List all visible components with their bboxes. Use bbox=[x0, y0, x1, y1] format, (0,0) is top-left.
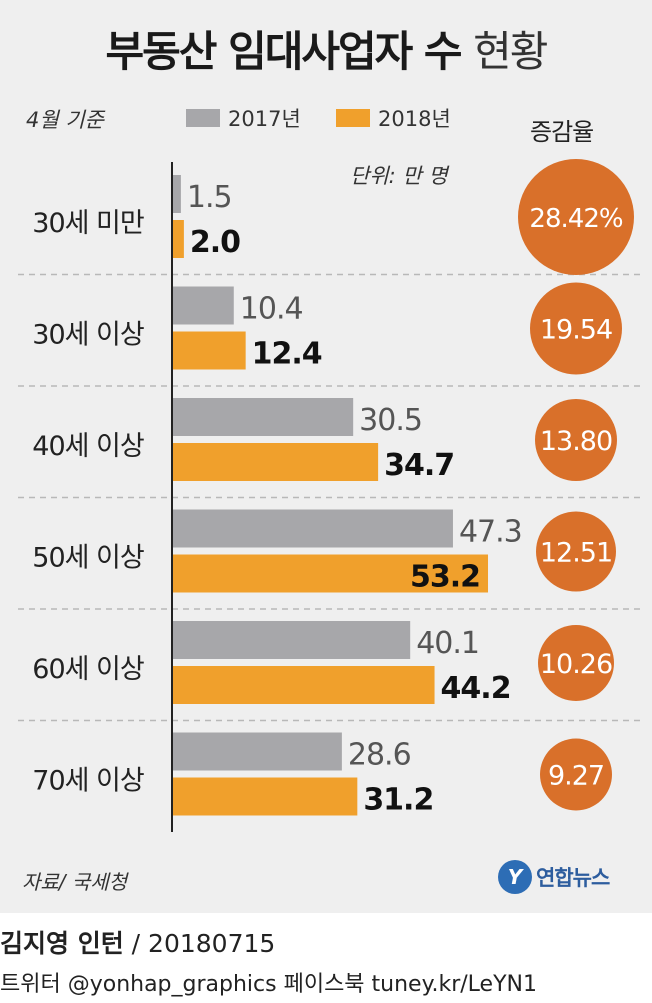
change-rate-circle bbox=[518, 159, 634, 275]
change-rate-header: 증감율 bbox=[530, 118, 594, 146]
change-rate-label: 13.80 bbox=[540, 426, 612, 457]
change-rate-label: 19.54 bbox=[540, 315, 612, 346]
data-label-2018: 31.2 bbox=[363, 783, 433, 818]
bar-2017 bbox=[172, 286, 234, 325]
data-label-2017: 1.5 bbox=[187, 180, 232, 215]
category-label: 30세 미만 bbox=[32, 208, 144, 239]
bar-2018 bbox=[172, 554, 489, 593]
yonhap-logo: Y 연합뉴스 bbox=[498, 860, 610, 894]
category-label: 70세 이상 bbox=[32, 766, 144, 797]
bar-2017 bbox=[172, 732, 342, 771]
legend-swatch-2018 bbox=[336, 109, 370, 127]
change-rate-label: 12.51 bbox=[540, 538, 612, 569]
unit-note: 단위: 만 명 bbox=[350, 164, 448, 188]
logo-text: 연합뉴스 bbox=[536, 866, 610, 890]
legend-item-2018: 2018년 bbox=[336, 103, 451, 133]
bar-2018 bbox=[172, 777, 358, 816]
source-note: 자료/ 국세청 bbox=[22, 870, 128, 894]
bar-2018 bbox=[172, 331, 246, 370]
credit-name: 김지영 인턴 bbox=[0, 929, 124, 958]
bar-2017 bbox=[172, 509, 453, 548]
bar-2018 bbox=[172, 443, 379, 481]
chart-title: 부동산 임대사업자 수 현황 bbox=[0, 18, 652, 79]
change-rate-label: 28.42% bbox=[529, 204, 622, 234]
data-label-2018: 12.4 bbox=[252, 337, 322, 372]
data-label-2018: 2.0 bbox=[190, 225, 240, 260]
bar-2017 bbox=[172, 398, 354, 436]
category-label: 40세 이상 bbox=[32, 431, 144, 462]
category-label: 60세 이상 bbox=[32, 654, 144, 685]
bar-2018 bbox=[172, 220, 184, 258]
data-label-2018: 53.2 bbox=[410, 560, 480, 595]
data-label-2017: 10.4 bbox=[240, 292, 303, 327]
bar-2017 bbox=[172, 621, 411, 659]
category-label: 50세 이상 bbox=[32, 543, 144, 574]
change-rate-circle bbox=[538, 625, 614, 701]
category-label: 30세 이상 bbox=[32, 320, 144, 351]
data-label-2017: 47.3 bbox=[459, 515, 522, 550]
legend-label-2018: 2018년 bbox=[378, 107, 451, 131]
data-label-2018: 44.2 bbox=[441, 671, 511, 706]
change-rate-circle bbox=[535, 399, 617, 481]
title-main: 부동산 임대사업자 수 bbox=[105, 27, 463, 76]
yonhap-logo-icon: Y bbox=[498, 860, 532, 894]
change-rate-label: 10.26 bbox=[540, 649, 612, 680]
bar-2018 bbox=[172, 666, 435, 704]
title-sub: 현황 bbox=[473, 27, 548, 76]
credit-date: / 20180715 bbox=[123, 929, 276, 958]
change-rate-circle bbox=[540, 738, 612, 811]
legend-item-2017: 2017년 bbox=[186, 103, 301, 133]
change-rate-label: 9.27 bbox=[548, 761, 604, 792]
data-label-2018: 34.7 bbox=[384, 448, 454, 483]
social-links: 트위터 @yonhap_graphics 페이스북 tuney.kr/LeYN1 bbox=[0, 972, 537, 997]
credit-line: 김지영 인턴 / 20180715 bbox=[0, 924, 275, 960]
basis-note: 4월 기준 bbox=[26, 108, 104, 132]
legend-swatch-2017 bbox=[186, 109, 220, 127]
data-label-2017: 28.6 bbox=[348, 738, 411, 773]
change-rate-circle bbox=[530, 282, 622, 375]
legend-label-2017: 2017년 bbox=[228, 107, 301, 131]
bar-2017 bbox=[172, 175, 181, 213]
bar-chart: 30세 미만 1.5 2.0 28.42% 30세 이상 10.4 12.4 19.54 40세… bbox=[18, 159, 640, 832]
data-label-2017: 30.5 bbox=[359, 403, 422, 438]
data-label-2017: 40.1 bbox=[416, 626, 479, 661]
change-rate-circle bbox=[536, 511, 616, 592]
